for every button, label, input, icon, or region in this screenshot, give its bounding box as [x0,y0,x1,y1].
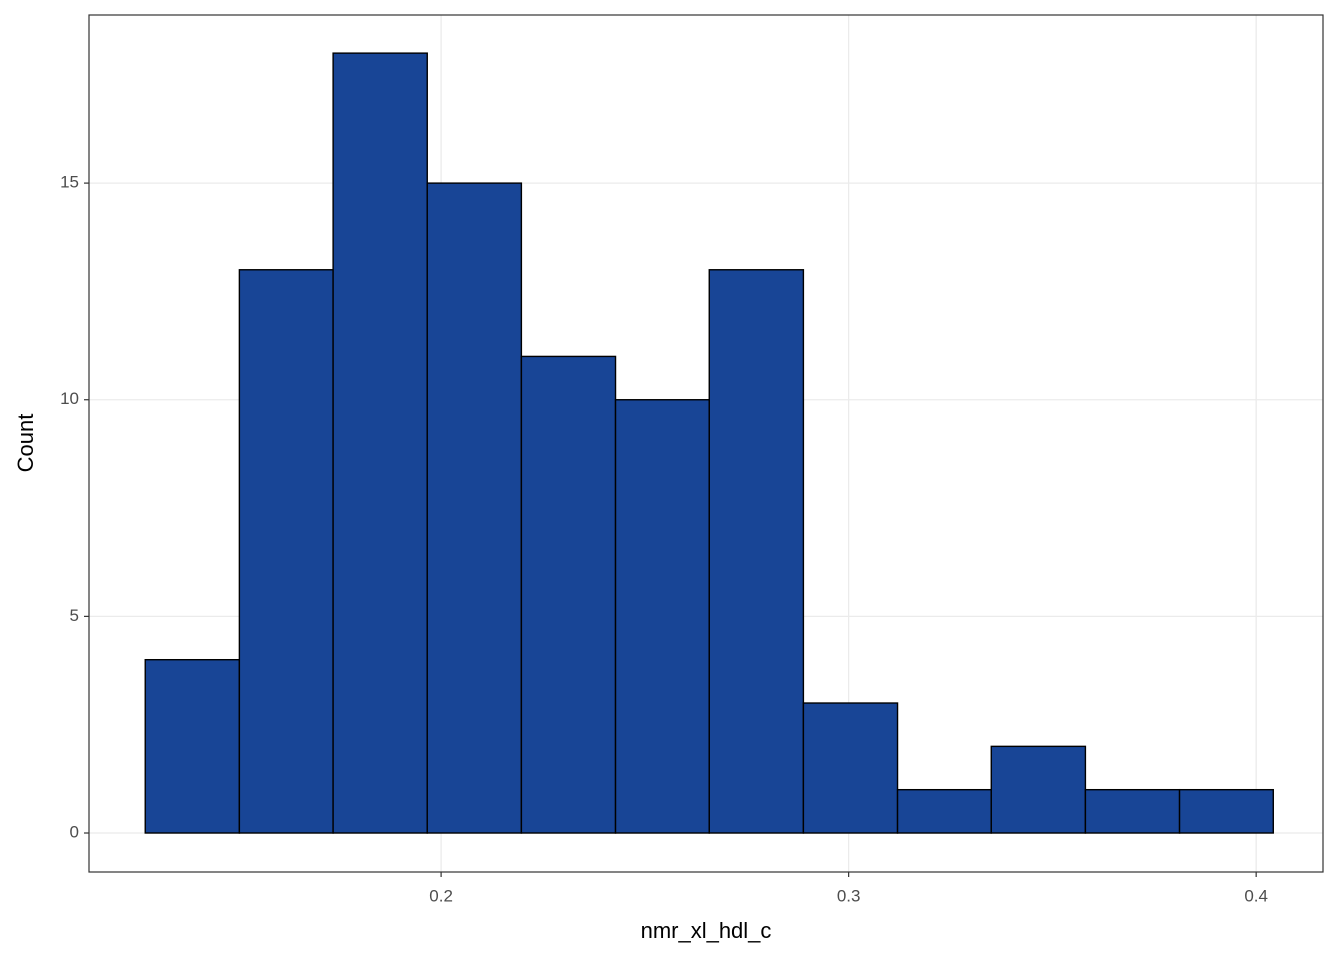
y-axis-title: Count [13,414,38,473]
bar [708,269,805,834]
y-tick-label: 5 [70,606,79,625]
bar [520,355,617,834]
bar [614,399,710,834]
bar [1084,788,1181,834]
panel-border [88,14,1324,873]
bar [144,658,241,834]
bar [238,269,334,834]
bar [990,745,1087,834]
x-tick-label: 0.2 [429,886,453,905]
bar [1178,788,1274,834]
bar [896,788,992,834]
x-tick-label: 0.3 [837,886,861,905]
y-tick-label: 15 [60,173,79,192]
bar [332,52,428,834]
x-tick-label: 0.4 [1244,886,1268,905]
bar [802,702,899,834]
bar [426,182,523,834]
y-tick-label: 10 [60,389,79,408]
y-tick-label: 0 [70,822,79,841]
x-axis-title: nmr_xl_hdl_c [641,918,772,943]
